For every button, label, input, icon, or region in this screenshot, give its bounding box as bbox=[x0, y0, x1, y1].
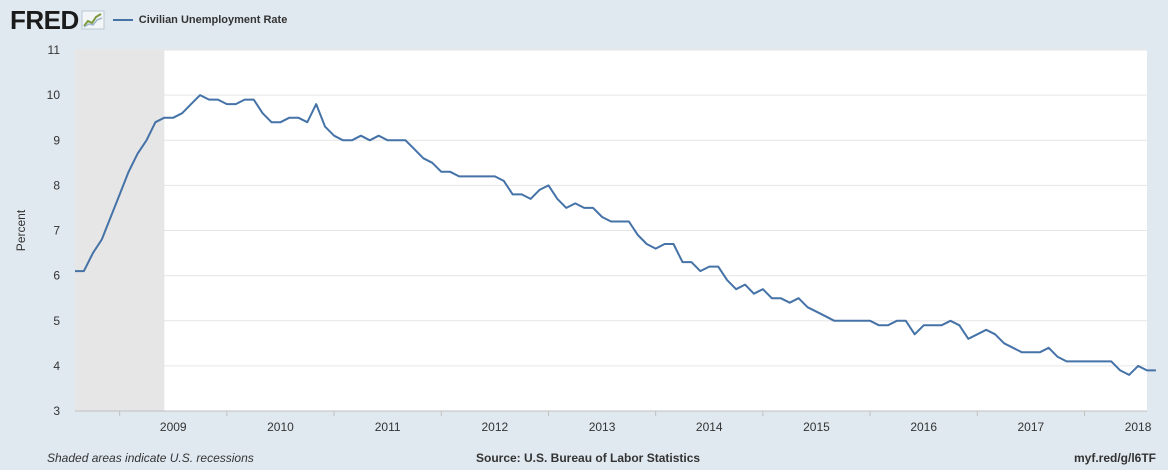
short-url-link[interactable]: myf.red/g/l6TF bbox=[1073, 451, 1156, 465]
y-tick-label: 3 bbox=[53, 404, 60, 418]
trend-chart-icon bbox=[81, 10, 105, 30]
x-tick-label: 2012 bbox=[482, 420, 509, 434]
y-tick-label: 5 bbox=[53, 314, 60, 328]
x-tick-label: 2013 bbox=[589, 420, 616, 434]
chart-header: FRED Civilian Unemployment Rate bbox=[10, 5, 287, 35]
x-tick-label: 2011 bbox=[375, 420, 401, 434]
legend-label: Civilian Unemployment Rate bbox=[138, 14, 288, 26]
series-layer bbox=[75, 94, 1156, 376]
y-tick-label: 10 bbox=[47, 88, 61, 102]
x-tick-label: 2014 bbox=[696, 420, 723, 434]
legend[interactable]: Civilian Unemployment Rate bbox=[112, 14, 288, 26]
x-tick-label: 2015 bbox=[803, 420, 830, 434]
x-tick-label: 2009 bbox=[160, 420, 187, 434]
recession-note: Shaded areas indicate U.S. recessions bbox=[47, 451, 254, 465]
x-tick-label: 2016 bbox=[910, 420, 937, 434]
x-axis: 2009 2010 2011 2012 2013 2014 2015 2016 2017 2018 bbox=[75, 410, 1152, 434]
y-tick-label: 4 bbox=[53, 359, 60, 373]
fred-logo[interactable]: FRED bbox=[10, 4, 79, 35]
x-tick-label: 2018 bbox=[1125, 420, 1152, 434]
y-axis: 3 4 5 6 7 8 9 10 11 bbox=[47, 43, 61, 418]
y-tick-label: 6 bbox=[53, 269, 60, 283]
y-tick-label: 7 bbox=[53, 224, 60, 238]
y-axis-label: Percent bbox=[14, 209, 28, 251]
legend-line-swatch bbox=[112, 19, 133, 21]
series-line bbox=[75, 94, 1156, 376]
y-tick-label: 11 bbox=[48, 43, 61, 57]
source-note: Source: U.S. Bureau of Labor Statistics bbox=[476, 451, 701, 465]
y-tick-label: 9 bbox=[53, 133, 60, 147]
y-tick-label: 8 bbox=[53, 178, 60, 192]
x-tick-label: 2010 bbox=[267, 420, 294, 434]
x-tick-label: 2017 bbox=[1018, 420, 1045, 434]
